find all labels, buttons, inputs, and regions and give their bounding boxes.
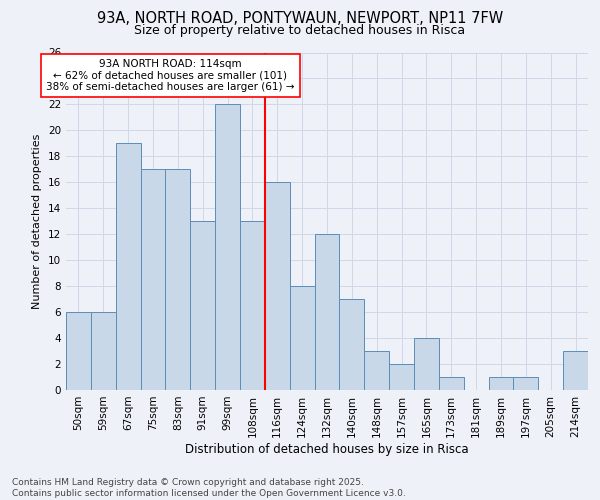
Text: Size of property relative to detached houses in Risca: Size of property relative to detached ho… <box>134 24 466 37</box>
Bar <box>439 377 464 390</box>
Bar <box>215 104 240 390</box>
Bar <box>340 299 364 390</box>
X-axis label: Distribution of detached houses by size in Risca: Distribution of detached houses by size … <box>185 442 469 456</box>
Bar <box>265 182 290 390</box>
Bar <box>389 364 414 390</box>
Text: 93A, NORTH ROAD, PONTYWAUN, NEWPORT, NP11 7FW: 93A, NORTH ROAD, PONTYWAUN, NEWPORT, NP1… <box>97 11 503 26</box>
Bar <box>314 234 340 390</box>
Bar <box>563 351 588 390</box>
Bar <box>140 170 166 390</box>
Bar <box>116 144 140 390</box>
Bar <box>190 221 215 390</box>
Bar <box>514 377 538 390</box>
Text: Contains HM Land Registry data © Crown copyright and database right 2025.
Contai: Contains HM Land Registry data © Crown c… <box>12 478 406 498</box>
Bar <box>66 312 91 390</box>
Bar <box>290 286 314 390</box>
Bar <box>364 351 389 390</box>
Bar <box>414 338 439 390</box>
Y-axis label: Number of detached properties: Number of detached properties <box>32 134 43 309</box>
Bar <box>166 170 190 390</box>
Bar <box>488 377 514 390</box>
Bar <box>91 312 116 390</box>
Text: 93A NORTH ROAD: 114sqm
← 62% of detached houses are smaller (101)
38% of semi-de: 93A NORTH ROAD: 114sqm ← 62% of detached… <box>46 59 295 92</box>
Bar <box>240 221 265 390</box>
